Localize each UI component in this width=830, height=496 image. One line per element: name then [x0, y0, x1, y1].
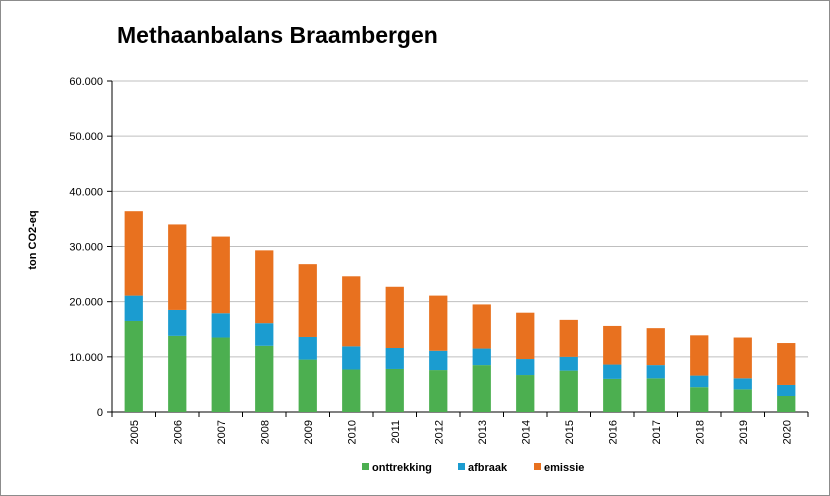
bar-emissie-2009: [298, 264, 317, 337]
x-tick-label: 2011: [390, 420, 402, 444]
bar-onttrekking-2008: [255, 345, 274, 412]
bar-onttrekking-2018: [690, 387, 709, 412]
legend-label-onttrekking: onttrekking: [372, 462, 432, 474]
legend-swatch-afbraak: [458, 463, 465, 470]
bar-onttrekking-2017: [646, 378, 665, 412]
bar-afbraak-2016: [603, 364, 622, 379]
x-tick-label: 2017: [651, 420, 663, 444]
bar-onttrekking-2014: [516, 375, 535, 412]
bar-onttrekking-2009: [298, 359, 317, 412]
x-tick-label: 2007: [216, 420, 228, 444]
x-tick-label: 2020: [781, 420, 793, 444]
bar-onttrekking-2005: [124, 320, 143, 412]
bar-afbraak-2017: [646, 365, 665, 379]
bar-onttrekking-2007: [211, 337, 230, 412]
bar-emissie-2015: [559, 319, 578, 357]
bar-emissie-2014: [516, 312, 535, 360]
bar-emissie-2012: [429, 295, 448, 351]
bar-afbraak-2015: [559, 356, 578, 371]
bar-emissie-2013: [472, 304, 491, 349]
bar-emissie-2010: [342, 276, 361, 347]
bar-afbraak-2011: [385, 348, 404, 369]
legend-label-afbraak: afbraak: [468, 462, 508, 474]
bar-emissie-2019: [733, 337, 752, 379]
legend-label-emissie: emissie: [544, 462, 584, 474]
x-tick-label: 2012: [433, 420, 445, 444]
bar-afbraak-2010: [342, 346, 361, 370]
bar-emissie-2007: [211, 236, 230, 314]
x-tick-label: 2006: [172, 420, 184, 444]
y-tick-label: 30.000: [69, 242, 103, 254]
y-tick-label: 0: [97, 407, 103, 419]
legend-swatch-emissie: [534, 463, 541, 470]
bar-afbraak-2009: [298, 336, 317, 360]
bar-emissie-2016: [603, 325, 622, 365]
y-tick-label: 20.000: [69, 297, 103, 309]
bar-emissie-2018: [690, 335, 709, 376]
x-tick-label: 2009: [303, 420, 315, 444]
bar-afbraak-2008: [255, 323, 274, 346]
bar-emissie-2017: [646, 328, 665, 366]
bar-emissie-2008: [255, 250, 274, 324]
bar-onttrekking-2016: [603, 378, 622, 412]
bar-afbraak-2018: [690, 375, 709, 388]
bar-afbraak-2006: [168, 309, 187, 336]
bar-afbraak-2005: [124, 295, 143, 321]
bar-afbraak-2020: [777, 384, 796, 397]
bar-emissie-2020: [777, 343, 796, 385]
x-tick-label: 2018: [694, 420, 706, 444]
bar-afbraak-2012: [429, 350, 448, 371]
x-tick-label: 2019: [738, 420, 750, 444]
bar-onttrekking-2011: [385, 368, 404, 412]
bar-emissie-2006: [168, 224, 187, 310]
x-tick-label: 2014: [520, 420, 532, 444]
y-tick-label: 60.000: [69, 76, 103, 88]
bar-afbraak-2014: [516, 359, 535, 376]
bar-emissie-2005: [124, 211, 143, 296]
bar-emissie-2011: [385, 286, 404, 349]
bar-onttrekking-2010: [342, 369, 361, 412]
y-tick-label: 10.000: [69, 352, 103, 364]
bar-onttrekking-2012: [429, 370, 448, 412]
x-tick-label: 2010: [346, 420, 358, 444]
x-tick-label: 2008: [259, 420, 271, 444]
y-tick-label: 40.000: [69, 186, 103, 198]
bar-onttrekking-2019: [733, 389, 752, 412]
bar-afbraak-2007: [211, 313, 230, 338]
bar-onttrekking-2020: [777, 396, 796, 412]
chart-title: Methaanbalans Braambergen: [117, 22, 438, 48]
bar-afbraak-2013: [472, 348, 491, 366]
x-tick-label: 2016: [607, 420, 619, 444]
bar-onttrekking-2015: [559, 370, 578, 412]
x-tick-label: 2015: [564, 420, 576, 444]
x-tick-label: 2005: [129, 420, 141, 444]
y-tick-label: 50.000: [69, 131, 103, 143]
bar-onttrekking-2006: [168, 335, 187, 412]
legend-swatch-onttrekking: [362, 463, 369, 470]
bar-afbraak-2019: [733, 378, 752, 390]
x-tick-label: 2013: [477, 420, 489, 444]
bar-onttrekking-2013: [472, 365, 491, 412]
